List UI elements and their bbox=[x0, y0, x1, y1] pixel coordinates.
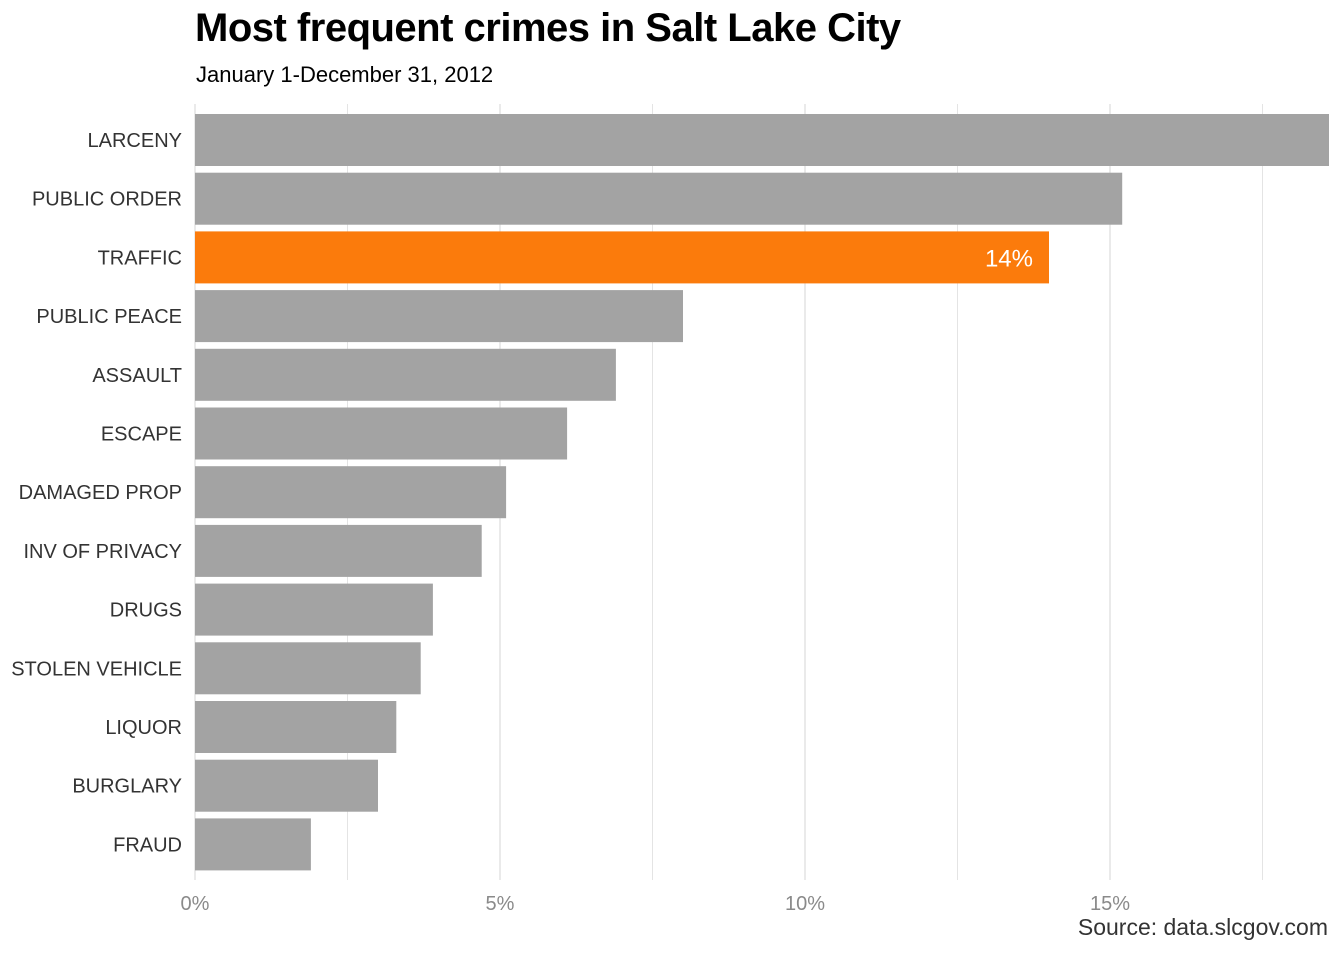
category-label: DAMAGED PROP bbox=[19, 482, 182, 504]
category-label: TRAFFIC bbox=[98, 247, 182, 269]
category-label: ESCAPE bbox=[101, 424, 182, 446]
x-tick-label: 0% bbox=[181, 893, 210, 915]
bar-inv-of-privacy bbox=[195, 524, 482, 577]
category-label: LIQUOR bbox=[105, 717, 182, 739]
category-label: BURGLARY bbox=[72, 776, 182, 798]
bar-public-order bbox=[195, 172, 1123, 225]
bar-escape bbox=[195, 407, 568, 460]
category-label: STOLEN VEHICLE bbox=[11, 658, 182, 680]
category-label: FRAUD bbox=[113, 834, 182, 856]
chart-subtitle: January 1-December 31, 2012 bbox=[196, 62, 494, 87]
category-label: PUBLIC ORDER bbox=[32, 189, 182, 211]
data-labels: 14% bbox=[985, 245, 1033, 272]
bar-fraud bbox=[195, 818, 311, 871]
bar-drugs bbox=[195, 583, 433, 636]
x-axis-ticks: 0% 5% 10% 15% bbox=[181, 893, 1131, 915]
category-label: LARCENY bbox=[88, 130, 182, 152]
bar-larceny bbox=[195, 114, 1329, 166]
category-label: PUBLIC PEACE bbox=[36, 306, 182, 328]
bar-damaged-prop bbox=[195, 466, 507, 519]
category-label: ASSAULT bbox=[92, 365, 182, 387]
category-labels: LARCENY PUBLIC ORDER TRAFFIC PUBLIC PEACE AS… bbox=[11, 130, 182, 856]
bar-assault bbox=[195, 348, 616, 401]
bar-liquor bbox=[195, 701, 397, 753]
bar-burglary bbox=[195, 759, 378, 812]
bar-public-peace bbox=[195, 290, 683, 343]
bars bbox=[195, 114, 1329, 871]
source-note: Source: data.slcgov.com bbox=[1077, 914, 1328, 940]
category-label: DRUGS bbox=[110, 600, 182, 622]
bar-stolen-vehicle bbox=[195, 642, 421, 695]
chart-title: Most frequent crimes in Salt Lake City bbox=[195, 6, 901, 50]
x-tick-label: 10% bbox=[785, 893, 825, 915]
bar-traffic bbox=[195, 231, 1049, 284]
data-label: 14% bbox=[985, 245, 1033, 272]
x-tick-label: 5% bbox=[486, 893, 515, 915]
category-label: INV OF PRIVACY bbox=[23, 541, 182, 563]
x-tick-label: 15% bbox=[1090, 893, 1130, 915]
